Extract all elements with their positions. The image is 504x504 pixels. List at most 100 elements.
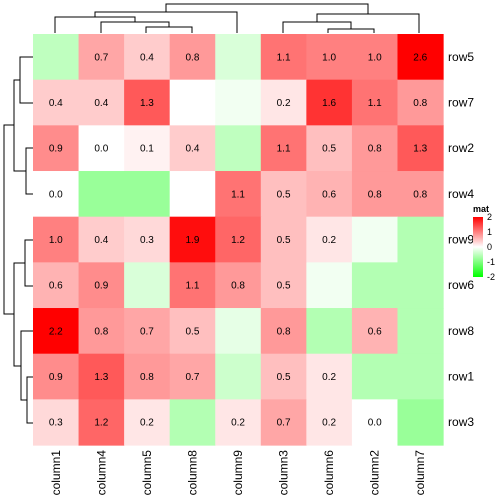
column-label: column9 [231, 450, 245, 496]
heatmap-cell [78, 34, 125, 81]
cell-value-label: 0.8 [231, 281, 245, 292]
row-label: row5 [448, 50, 474, 64]
cell-value-label: 1.2 [231, 235, 245, 246]
cell-value-label: 1.0 [368, 52, 382, 63]
heatmap-cell [397, 262, 444, 309]
heatmap-cell [33, 308, 80, 355]
heatmap-cell [78, 171, 125, 218]
heatmap-cell [260, 34, 307, 81]
heatmap-cell [33, 79, 80, 126]
heatmap-cell [306, 125, 353, 172]
heatmap-cell [351, 125, 399, 172]
heatmap-cell [397, 34, 444, 81]
heatmap-cell [124, 171, 171, 218]
row-label: row3 [448, 415, 474, 429]
color-legend: mat 2 1 0 -1 -2 [473, 204, 495, 282]
heatmap-cell [397, 125, 444, 172]
cell-value-label: 0.2 [322, 372, 336, 383]
heatmap-cell [215, 125, 262, 172]
column-label: column4 [94, 450, 108, 496]
cell-value-label: 0.2 [322, 235, 336, 246]
heatmap-cell [397, 308, 444, 355]
heatmap-cell [124, 353, 171, 400]
column-label: column8 [185, 450, 199, 496]
cell-value-label: 1.3 [140, 98, 154, 109]
heatmap-cell [306, 308, 353, 355]
heatmap-cell [397, 79, 444, 126]
cell-value-label: 0.3 [49, 418, 63, 429]
heatmap-cell [260, 399, 307, 446]
legend-tick-label: -1 [487, 257, 495, 267]
heatmap-cell [169, 308, 216, 355]
heatmap-cell [351, 353, 399, 400]
heatmap-cell [351, 308, 399, 355]
heatmap-cell [33, 216, 80, 263]
heatmap-cell [351, 34, 399, 81]
cell-value-label: 0.5 [277, 189, 291, 200]
legend-tick-label: 1 [487, 227, 492, 237]
cell-value-label: 0.8 [413, 98, 427, 109]
row-label: row6 [448, 278, 474, 292]
heatmap-cell [260, 308, 307, 355]
column-dendrogram [54, 3, 420, 33]
row-dendrogram-branch [26, 376, 33, 424]
heatmap-cell [260, 216, 307, 263]
heatmap-cell [306, 216, 353, 263]
column-dendrogram-branch [145, 26, 193, 33]
cell-value-label: 1.1 [186, 281, 200, 292]
cell-value-label: 1.3 [94, 372, 108, 383]
cell-value-label: 0.7 [277, 418, 291, 429]
cell-value-label: 0.8 [186, 52, 200, 63]
cell-value-label: 0.6 [322, 189, 336, 200]
heatmap-cell-labels: 0.7 0.4 0.8 1.1 1.0 1.0 2.6 0.4 0.4 1.3 0.2 1.6 1.1 0… [49, 52, 428, 428]
legend-color-bar [473, 217, 483, 277]
heatmap-cell [306, 353, 353, 400]
cell-value-label: 0.4 [186, 144, 200, 155]
cell-value-label: 0.8 [368, 189, 382, 200]
row-label: row8 [448, 324, 474, 338]
heatmap-cell [78, 399, 125, 446]
column-dendrogram-branch [165, 3, 369, 14]
heatmap-cell [169, 216, 216, 263]
heatmap-cell [260, 125, 307, 172]
heatmap-cell [169, 262, 216, 309]
legend-tick-label: 2 [487, 212, 492, 222]
heatmap-cell [33, 353, 80, 400]
cell-value-label: 0.7 [186, 372, 200, 383]
legend-tick-label: -2 [487, 272, 495, 282]
cell-value-label: 0.9 [49, 144, 63, 155]
heatmap-cell [260, 79, 307, 126]
row-label: row9 [448, 233, 474, 247]
cell-value-label: 0.0 [368, 418, 382, 429]
heatmap-cell [215, 308, 262, 355]
cell-value-label: 0.5 [277, 372, 291, 383]
heatmap-cell [33, 262, 80, 309]
heatmap-cell [306, 79, 353, 126]
heatmap-cell [397, 353, 444, 400]
cell-value-label: 1.0 [49, 235, 63, 246]
cell-value-label: 0.7 [94, 52, 108, 63]
heatmap-cell [124, 34, 171, 81]
heatmap-cell [124, 262, 171, 309]
heatmap-cell [215, 79, 262, 126]
row-dendrogram-branch [13, 262, 25, 367]
column-dendrogram-branch [54, 16, 136, 33]
column-label: column1 [49, 450, 63, 496]
cell-value-label: 1.6 [322, 98, 336, 109]
heatmap-cell [215, 34, 262, 81]
heatmap-cell [33, 34, 80, 81]
heatmap-cell [260, 171, 307, 218]
row-label: row7 [448, 96, 474, 110]
cell-value-label: 1.3 [413, 144, 427, 155]
row-label: row2 [448, 141, 474, 155]
cell-value-label: 0.2 [322, 418, 336, 429]
heatmap-cell [306, 262, 353, 309]
heatmap-cell [33, 399, 80, 446]
cell-value-label: 0.4 [140, 52, 154, 63]
cell-value-label: 0.9 [49, 372, 63, 383]
heatmap-cell [169, 171, 216, 218]
cell-value-label: 0.9 [94, 281, 108, 292]
heatmap-cell [33, 125, 80, 172]
heatmap-cell [351, 216, 399, 263]
heatmap-cell [169, 353, 216, 400]
